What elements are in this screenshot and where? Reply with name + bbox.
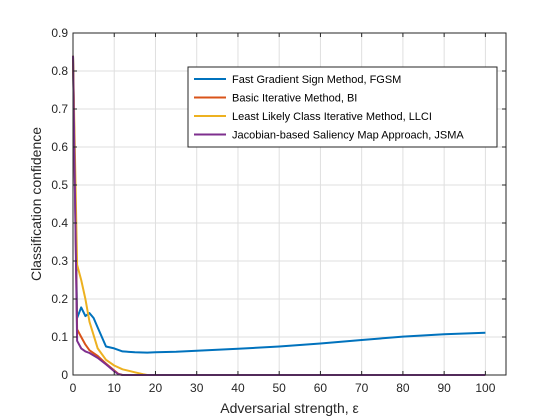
x-tick-label: 10 xyxy=(108,381,122,395)
legend-entry-4: Jacobian-based Saliency Map Approach, JS… xyxy=(232,130,464,142)
x-tick-label: 60 xyxy=(314,381,328,395)
y-tick-label: 0.5 xyxy=(51,178,68,192)
plot-frame xyxy=(72,32,507,376)
legend-entry-2: Basic Iterative Method, BI xyxy=(232,93,357,105)
x-tick-label: 0 xyxy=(70,381,77,395)
y-tick-label: 0.8 xyxy=(51,64,68,78)
legend: Fast Gradient Sign Method, FGSM Basic Ite… xyxy=(187,66,498,148)
x-axis-label: Adversarial strength, ε xyxy=(220,400,359,416)
y-tick-label: 0.4 xyxy=(51,216,68,230)
x-tick-label: 70 xyxy=(355,381,369,395)
legend-box xyxy=(187,66,498,148)
legend-entry-1: Fast Gradient Sign Method, FGSM xyxy=(232,74,401,86)
x-tick-label: 40 xyxy=(231,381,245,395)
y-tick-label: 0.6 xyxy=(51,140,68,154)
x-tick-label: 50 xyxy=(273,381,287,395)
x-tick-label: 30 xyxy=(190,381,204,395)
y-tick-label: 0.9 xyxy=(51,26,68,40)
y-axis-label: Classification confidence xyxy=(28,127,44,281)
y-tick-label: 0.2 xyxy=(51,292,68,306)
y-tick-label: 0 xyxy=(61,368,68,382)
legend-entry-3: Least Likely Class Iterative Method, LLC… xyxy=(232,111,432,123)
x-tick-label: 20 xyxy=(149,381,163,395)
y-tick-label: 0.3 xyxy=(51,254,68,268)
x-tick-label: 100 xyxy=(475,381,495,395)
ticks: 0 10 20 30 40 50 60 70 80 90 100 0 0.1 0.2 0.3 0.4 0.5 0.… xyxy=(51,26,506,395)
x-tick-label: 90 xyxy=(437,381,451,395)
x-tick-label: 80 xyxy=(396,381,410,395)
y-tick-label: 0.1 xyxy=(51,330,68,344)
y-tick-label: 0.7 xyxy=(51,102,68,116)
